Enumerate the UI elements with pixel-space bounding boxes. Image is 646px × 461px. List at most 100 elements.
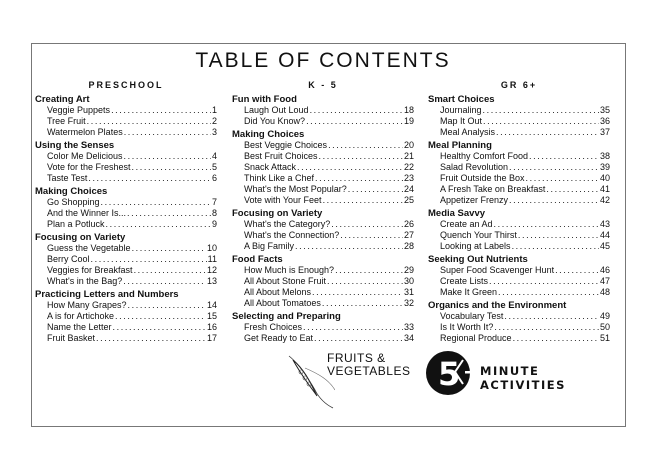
dot-leader bbox=[312, 287, 403, 298]
toc-entry[interactable]: A is for Artichoke 15 bbox=[35, 311, 217, 322]
page-number: 8 bbox=[211, 208, 217, 218]
toc-entry[interactable]: Taste Test 6 bbox=[35, 173, 217, 184]
toc-entry[interactable]: Super Food Scavenger Hunt 46 bbox=[428, 265, 610, 276]
toc-entry[interactable]: Create Lists 47 bbox=[428, 276, 610, 287]
toc-entry[interactable]: Snack Attack 22 bbox=[232, 162, 414, 173]
entry-title: Fresh Choices bbox=[244, 322, 303, 332]
dot-leader bbox=[315, 173, 403, 184]
page-number: 35 bbox=[599, 105, 610, 115]
page-number: 18 bbox=[403, 105, 414, 115]
toc-entry[interactable]: Watermelon Plates 3 bbox=[35, 127, 217, 138]
toc-entry[interactable]: Vocabulary Test 49 bbox=[428, 311, 610, 322]
toc-entry[interactable]: What's the Most Popular? 24 bbox=[232, 184, 414, 195]
dot-leader bbox=[335, 265, 403, 276]
logo-fruits-vegetables: FRUITS & VEGETABLES bbox=[327, 352, 410, 378]
toc-entry[interactable]: All About Stone Fruit 30 bbox=[232, 276, 414, 287]
dot-leader bbox=[101, 197, 211, 208]
toc-entry[interactable]: Meal Analysis 37 bbox=[428, 127, 610, 138]
column-heading: K - 5 bbox=[308, 80, 338, 90]
section-heading: Organics and the Environment bbox=[428, 300, 567, 311]
dot-leader bbox=[323, 195, 403, 206]
entry-title: Best Fruit Choices bbox=[244, 151, 318, 161]
toc-entry[interactable]: Plan a Potluck 9 bbox=[35, 219, 217, 230]
toc-entry[interactable]: Fruit Basket 17 bbox=[35, 333, 217, 344]
page-number: 11 bbox=[207, 254, 217, 264]
dot-leader bbox=[295, 241, 403, 252]
toc-entry[interactable]: Best Fruit Choices 21 bbox=[232, 151, 414, 162]
toc-entry[interactable]: Make It Green 48 bbox=[428, 287, 610, 298]
entry-title: Meal Analysis bbox=[440, 127, 496, 137]
dot-leader bbox=[509, 162, 599, 173]
toc-entry[interactable]: A Fresh Take on Breakfast 41 bbox=[428, 184, 610, 195]
toc-entry[interactable]: Name the Letter 16 bbox=[35, 322, 217, 333]
toc-entry[interactable]: Berry Cool 11 bbox=[35, 254, 217, 265]
page-number: 4 bbox=[211, 151, 217, 161]
toc-entry[interactable]: Map It Out 36 bbox=[428, 116, 610, 127]
entry-title: Tree Fruit bbox=[47, 116, 86, 126]
dot-leader bbox=[348, 184, 403, 195]
section-heading: Making Choices bbox=[35, 186, 108, 197]
entry-title: Map It Out bbox=[440, 116, 483, 126]
toc-entry[interactable]: Fruit Outside the Box 40 bbox=[428, 173, 610, 184]
toc-entry[interactable]: Think Like a Chef 23 bbox=[232, 173, 414, 184]
page-number: 49 bbox=[599, 311, 610, 321]
page-number: 20 bbox=[403, 140, 414, 150]
section-heading: Focusing on Variety bbox=[232, 208, 323, 219]
toc-entry[interactable]: Salad Revolution 39 bbox=[428, 162, 610, 173]
toc-entry[interactable]: Did You Know? 19 bbox=[232, 116, 414, 127]
entry-title: A Fresh Take on Breakfast bbox=[440, 184, 546, 194]
section-heading: Using the Senses bbox=[35, 140, 115, 151]
toc-entry[interactable]: What's in the Bag? 13 bbox=[35, 276, 217, 287]
toc-entry[interactable]: Looking at Labels 45 bbox=[428, 241, 610, 252]
toc-entry[interactable]: Veggie Puppets 1 bbox=[35, 105, 217, 116]
toc-entry[interactable]: Quench Your Thirst 44 bbox=[428, 230, 610, 241]
dot-leader bbox=[529, 151, 599, 162]
toc-entry[interactable]: Fresh Choices 33 bbox=[232, 322, 414, 333]
toc-entry[interactable]: Create an Ad 43 bbox=[428, 219, 610, 230]
page-number: 37 bbox=[599, 127, 610, 137]
toc-entry[interactable]: Guess the Vegetable 10 bbox=[35, 243, 217, 254]
entry-title: Snack Attack bbox=[244, 162, 297, 172]
toc-entry[interactable]: Tree Fruit 2 bbox=[35, 116, 217, 127]
entry-title: Laugh Out Loud bbox=[244, 105, 309, 115]
dot-leader bbox=[127, 208, 211, 219]
toc-entry[interactable]: Regional Produce 51 bbox=[428, 333, 610, 344]
toc-entry[interactable]: Laugh Out Loud 18 bbox=[232, 105, 414, 116]
page-number: 43 bbox=[599, 219, 610, 229]
toc-entry[interactable]: What's the Category? 26 bbox=[232, 219, 414, 230]
page-number: 48 bbox=[599, 287, 610, 297]
toc-entry[interactable]: And the Winner Is... 8 bbox=[35, 208, 217, 219]
toc-entry[interactable]: Color Me Delicious 4 bbox=[35, 151, 217, 162]
toc-entry[interactable]: Is It Worth It? 50 bbox=[428, 322, 610, 333]
dot-leader bbox=[124, 127, 211, 138]
toc-entry[interactable]: Veggies for Breakfast 12 bbox=[35, 265, 217, 276]
toc-entry[interactable]: Healthy Comfort Food 38 bbox=[428, 151, 610, 162]
toc-entry[interactable]: Journaling 35 bbox=[428, 105, 610, 116]
page-number: 41 bbox=[599, 184, 610, 194]
entry-title: Vocabulary Test bbox=[440, 311, 504, 321]
entry-title: Regional Produce bbox=[440, 333, 512, 343]
toc-entry[interactable]: Get Ready to Eat 34 bbox=[232, 333, 414, 344]
toc-entry[interactable]: All About Tomatoes 32 bbox=[232, 298, 414, 309]
toc-entry[interactable]: Appetizer Frenzy 42 bbox=[428, 195, 610, 206]
toc-entry[interactable]: How Much is Enough? 29 bbox=[232, 265, 414, 276]
toc-entry[interactable]: Vote for the Freshest 5 bbox=[35, 162, 217, 173]
toc-entry[interactable]: Go Shopping 7 bbox=[35, 197, 217, 208]
dot-leader bbox=[340, 230, 403, 241]
section-heading: Smart Choices bbox=[428, 94, 495, 105]
page-border bbox=[31, 43, 626, 427]
toc-entry[interactable]: A Big Family 28 bbox=[232, 241, 414, 252]
page-number: 40 bbox=[599, 173, 610, 183]
entry-title: And the Winner Is... bbox=[47, 208, 127, 218]
toc-entry[interactable]: Best Veggie Choices 20 bbox=[232, 140, 414, 151]
toc-entry[interactable]: What's the Connection? 27 bbox=[232, 230, 414, 241]
toc-entry[interactable]: How Many Grapes? 14 bbox=[35, 300, 217, 311]
dot-leader bbox=[128, 300, 206, 311]
entry-title: Guess the Vegetable bbox=[47, 243, 131, 253]
toc-entry[interactable]: All About Melons 31 bbox=[232, 287, 414, 298]
section-heading: Fun with Food bbox=[232, 94, 297, 105]
toc-entry[interactable]: Vote with Your Feet 25 bbox=[232, 195, 414, 206]
page-number: 42 bbox=[599, 195, 610, 205]
entry-title: Name the Letter bbox=[47, 322, 112, 332]
